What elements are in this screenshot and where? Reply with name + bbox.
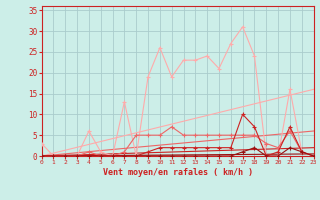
X-axis label: Vent moyen/en rafales ( km/h ): Vent moyen/en rafales ( km/h ) [103,168,252,177]
